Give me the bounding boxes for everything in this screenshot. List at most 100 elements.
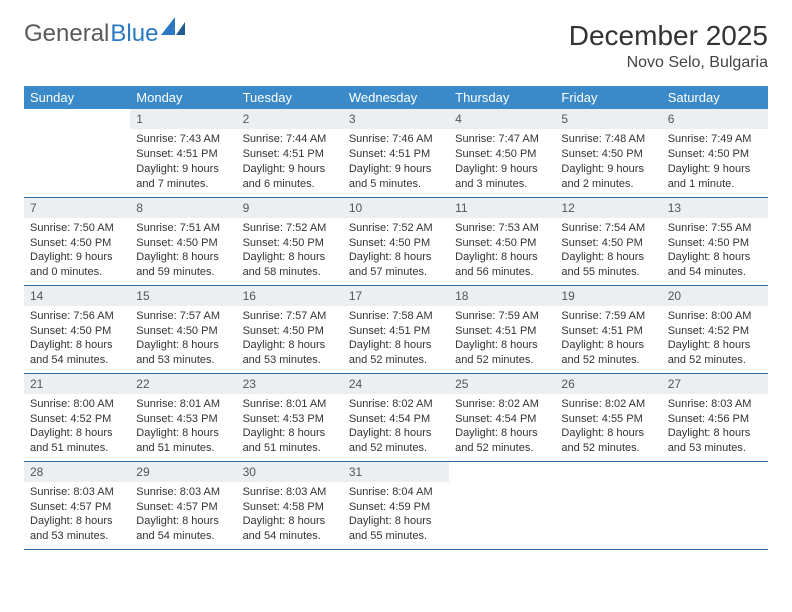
calendar-cell: 21Sunrise: 8:00 AMSunset: 4:52 PMDayligh…	[24, 373, 130, 461]
sunrise-text: Sunrise: 7:57 AM	[243, 309, 337, 324]
calendar-row: 28Sunrise: 8:03 AMSunset: 4:57 PMDayligh…	[24, 461, 768, 549]
calendar-cell: 8Sunrise: 7:51 AMSunset: 4:50 PMDaylight…	[130, 197, 236, 285]
weekday-header: Tuesday	[237, 86, 343, 109]
calendar-cell: 23Sunrise: 8:01 AMSunset: 4:53 PMDayligh…	[237, 373, 343, 461]
sunrise-text: Sunrise: 7:57 AM	[136, 309, 230, 324]
day-number: 9	[237, 198, 343, 218]
calendar-cell	[662, 461, 768, 549]
daylight-text: Daylight: 8 hours and 54 minutes.	[30, 338, 124, 368]
logo-sail-icon	[161, 17, 189, 37]
daylight-text: Daylight: 8 hours and 54 minutes.	[243, 514, 337, 544]
sunrise-text: Sunrise: 7:52 AM	[243, 221, 337, 236]
day-number: 31	[343, 462, 449, 482]
day-details: Sunrise: 8:03 AMSunset: 4:57 PMDaylight:…	[130, 482, 236, 548]
day-number: 26	[555, 374, 661, 394]
sunset-text: Sunset: 4:52 PM	[668, 324, 762, 339]
day-number: 7	[24, 198, 130, 218]
daylight-text: Daylight: 9 hours and 3 minutes.	[455, 162, 549, 192]
day-details: Sunrise: 8:02 AMSunset: 4:54 PMDaylight:…	[449, 394, 555, 460]
day-number: 2	[237, 109, 343, 129]
calendar-row: 14Sunrise: 7:56 AMSunset: 4:50 PMDayligh…	[24, 285, 768, 373]
sunrise-text: Sunrise: 7:55 AM	[668, 221, 762, 236]
day-number: 30	[237, 462, 343, 482]
day-details: Sunrise: 7:46 AMSunset: 4:51 PMDaylight:…	[343, 129, 449, 195]
sunset-text: Sunset: 4:51 PM	[349, 324, 443, 339]
day-number: 5	[555, 109, 661, 129]
sunrise-text: Sunrise: 7:56 AM	[30, 309, 124, 324]
day-number: 28	[24, 462, 130, 482]
day-number: 29	[130, 462, 236, 482]
sunset-text: Sunset: 4:50 PM	[30, 324, 124, 339]
daylight-text: Daylight: 8 hours and 53 minutes.	[243, 338, 337, 368]
sunset-text: Sunset: 4:54 PM	[455, 412, 549, 427]
sunset-text: Sunset: 4:51 PM	[349, 147, 443, 162]
calendar-cell: 18Sunrise: 7:59 AMSunset: 4:51 PMDayligh…	[449, 285, 555, 373]
sunrise-text: Sunrise: 7:48 AM	[561, 132, 655, 147]
calendar-cell: 1 Sunrise: 7:43 AMSunset: 4:51 PMDaylight…	[130, 109, 236, 197]
daylight-text: Daylight: 8 hours and 51 minutes.	[30, 426, 124, 456]
weekday-header: Friday	[555, 86, 661, 109]
sunset-text: Sunset: 4:51 PM	[455, 324, 549, 339]
sunset-text: Sunset: 4:53 PM	[243, 412, 337, 427]
calendar-cell: 27Sunrise: 8:03 AMSunset: 4:56 PMDayligh…	[662, 373, 768, 461]
day-number: 22	[130, 374, 236, 394]
day-details: Sunrise: 7:52 AMSunset: 4:50 PMDaylight:…	[343, 218, 449, 284]
sunrise-text: Sunrise: 8:03 AM	[30, 485, 124, 500]
calendar-cell: 14Sunrise: 7:56 AMSunset: 4:50 PMDayligh…	[24, 285, 130, 373]
day-details: Sunrise: 7:49 AMSunset: 4:50 PMDaylight:…	[662, 129, 768, 195]
daylight-text: Daylight: 8 hours and 52 minutes.	[349, 426, 443, 456]
daylight-text: Daylight: 8 hours and 55 minutes.	[561, 250, 655, 280]
daylight-text: Daylight: 9 hours and 7 minutes.	[136, 162, 230, 192]
sunrise-text: Sunrise: 7:49 AM	[668, 132, 762, 147]
page-header: GeneralBlue December 2025 Novo Selo, Bul…	[24, 20, 768, 72]
sunrise-text: Sunrise: 8:03 AM	[136, 485, 230, 500]
sunset-text: Sunset: 4:50 PM	[136, 324, 230, 339]
day-number: 13	[662, 198, 768, 218]
daylight-text: Daylight: 8 hours and 52 minutes.	[668, 338, 762, 368]
calendar-cell: 30Sunrise: 8:03 AMSunset: 4:58 PMDayligh…	[237, 461, 343, 549]
sunset-text: Sunset: 4:50 PM	[561, 236, 655, 251]
day-number: 1	[130, 109, 236, 129]
daylight-text: Daylight: 9 hours and 5 minutes.	[349, 162, 443, 192]
sunrise-text: Sunrise: 7:47 AM	[455, 132, 549, 147]
calendar-row: 7Sunrise: 7:50 AMSunset: 4:50 PMDaylight…	[24, 197, 768, 285]
calendar-cell	[449, 461, 555, 549]
calendar-cell: 20Sunrise: 8:00 AMSunset: 4:52 PMDayligh…	[662, 285, 768, 373]
calendar-cell: 11Sunrise: 7:53 AMSunset: 4:50 PMDayligh…	[449, 197, 555, 285]
daylight-text: Daylight: 8 hours and 52 minutes.	[349, 338, 443, 368]
day-number: 8	[130, 198, 236, 218]
sunset-text: Sunset: 4:51 PM	[561, 324, 655, 339]
sunset-text: Sunset: 4:50 PM	[455, 236, 549, 251]
calendar-cell: 29Sunrise: 8:03 AMSunset: 4:57 PMDayligh…	[130, 461, 236, 549]
weekday-header: Sunday	[24, 86, 130, 109]
daylight-text: Daylight: 8 hours and 52 minutes.	[455, 426, 549, 456]
day-details: Sunrise: 8:01 AMSunset: 4:53 PMDaylight:…	[237, 394, 343, 460]
daylight-text: Daylight: 8 hours and 53 minutes.	[136, 338, 230, 368]
daylight-text: Daylight: 9 hours and 2 minutes.	[561, 162, 655, 192]
daylight-text: Daylight: 8 hours and 51 minutes.	[243, 426, 337, 456]
day-number: 20	[662, 286, 768, 306]
sunset-text: Sunset: 4:56 PM	[668, 412, 762, 427]
sunset-text: Sunset: 4:50 PM	[30, 236, 124, 251]
daylight-text: Daylight: 9 hours and 6 minutes.	[243, 162, 337, 192]
calendar-cell: 17Sunrise: 7:58 AMSunset: 4:51 PMDayligh…	[343, 285, 449, 373]
calendar-cell: 22Sunrise: 8:01 AMSunset: 4:53 PMDayligh…	[130, 373, 236, 461]
sunset-text: Sunset: 4:51 PM	[136, 147, 230, 162]
day-details: Sunrise: 7:53 AMSunset: 4:50 PMDaylight:…	[449, 218, 555, 284]
day-details: Sunrise: 7:56 AMSunset: 4:50 PMDaylight:…	[24, 306, 130, 372]
day-details: Sunrise: 8:02 AMSunset: 4:54 PMDaylight:…	[343, 394, 449, 460]
calendar-row: 21Sunrise: 8:00 AMSunset: 4:52 PMDayligh…	[24, 373, 768, 461]
daylight-text: Daylight: 8 hours and 58 minutes.	[243, 250, 337, 280]
sunrise-text: Sunrise: 7:53 AM	[455, 221, 549, 236]
logo-text-1: General	[24, 20, 109, 48]
sunset-text: Sunset: 4:50 PM	[136, 236, 230, 251]
sunrise-text: Sunrise: 7:43 AM	[136, 132, 230, 147]
sunrise-text: Sunrise: 8:00 AM	[30, 397, 124, 412]
daylight-text: Daylight: 8 hours and 54 minutes.	[136, 514, 230, 544]
calendar-cell: 19Sunrise: 7:59 AMSunset: 4:51 PMDayligh…	[555, 285, 661, 373]
day-details: Sunrise: 7:57 AMSunset: 4:50 PMDaylight:…	[130, 306, 236, 372]
calendar-cell: 25Sunrise: 8:02 AMSunset: 4:54 PMDayligh…	[449, 373, 555, 461]
day-details: Sunrise: 7:50 AMSunset: 4:50 PMDaylight:…	[24, 218, 130, 284]
day-number: 10	[343, 198, 449, 218]
day-number: 23	[237, 374, 343, 394]
